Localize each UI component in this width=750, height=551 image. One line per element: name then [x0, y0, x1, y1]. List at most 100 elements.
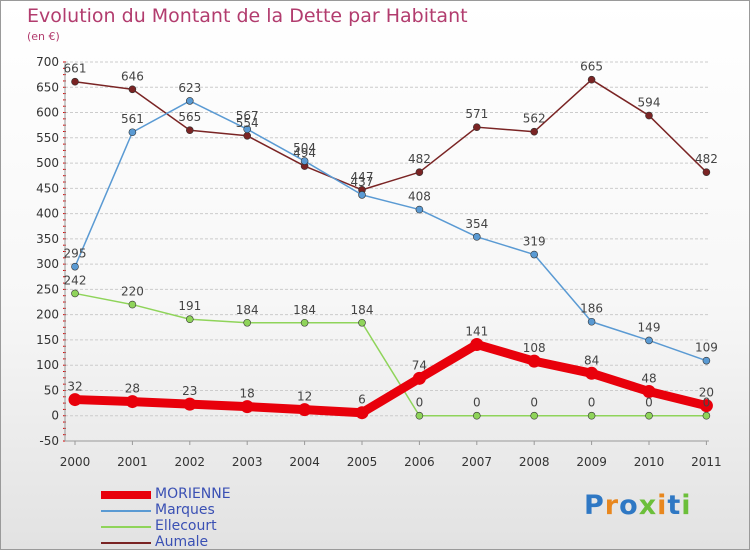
- data-point-marques: [472, 233, 481, 241]
- logo-letter: P: [584, 490, 605, 521]
- data-label-ellecourt: 0: [473, 396, 481, 410]
- data-label-aumale: 447: [351, 170, 374, 184]
- data-label-aumale: 482: [695, 152, 718, 166]
- data-label-ellecourt: 184: [351, 303, 374, 317]
- data-point-morienne: [470, 337, 484, 351]
- y-tick-label: 50: [44, 383, 59, 397]
- data-label-morienne: 32: [67, 380, 82, 394]
- logo-letter: i: [681, 490, 692, 521]
- y-tick-label: 200: [36, 308, 59, 322]
- data-point-marques: [300, 157, 309, 165]
- data-label-aumale: 665: [580, 60, 603, 74]
- data-point-marques: [358, 191, 366, 199]
- data-label-aumale: 565: [178, 110, 201, 124]
- series-line-marques: [74, 100, 708, 362]
- data-point-morienne: [68, 393, 82, 407]
- y-tick-label: 250: [36, 282, 59, 296]
- logo-letter: o: [619, 490, 639, 521]
- data-label-marques: 319: [523, 235, 546, 249]
- data-label-marques: 437: [351, 175, 374, 189]
- data-label-morienne: 23: [182, 384, 197, 398]
- data-label-ellecourt: 242: [64, 273, 87, 287]
- legend-swatch: [101, 491, 151, 499]
- data-point-aumale: [472, 123, 481, 131]
- series-line-aumale: [74, 78, 708, 191]
- y-tick-label: 0: [51, 409, 59, 423]
- legend-label: Ellecourt: [155, 518, 217, 534]
- data-point-ellecourt: [128, 300, 137, 309]
- data-label-morienne: 141: [465, 324, 488, 338]
- data-label-ellecourt: 184: [236, 303, 259, 317]
- data-label-marques: 408: [408, 190, 431, 204]
- data-point-aumale: [186, 126, 194, 135]
- data-label-aumale: 646: [121, 69, 144, 83]
- data-point-marques: [587, 317, 596, 326]
- data-label-marques: 186: [580, 302, 603, 316]
- data-label-ellecourt: 0: [703, 396, 711, 410]
- data-label-morienne: 12: [297, 390, 312, 404]
- data-label-ellecourt: 0: [588, 396, 596, 410]
- data-label-aumale: 594: [638, 96, 661, 110]
- proxiti-logo: Proxiti: [584, 490, 692, 521]
- data-label-marques: 623: [178, 81, 201, 95]
- x-tick-label: 2007: [462, 455, 493, 469]
- y-tick-label: -50: [39, 434, 59, 448]
- y-tick-label: 600: [36, 106, 59, 120]
- data-point-ellecourt: [587, 411, 596, 420]
- data-label-morienne: 74: [412, 358, 427, 372]
- data-point-marques: [530, 250, 539, 259]
- data-point-marques: [243, 125, 251, 134]
- data-label-aumale: 494: [293, 146, 316, 160]
- data-point-ellecourt: [472, 411, 481, 420]
- data-point-ellecourt: [186, 315, 194, 324]
- data-label-morienne: 18: [240, 387, 255, 401]
- data-point-morienne: [355, 406, 369, 420]
- data-point-ellecourt: [300, 318, 309, 327]
- y-tick-label: 400: [36, 207, 59, 221]
- data-point-aumale: [415, 168, 424, 176]
- data-label-ellecourt: 0: [645, 396, 653, 410]
- legend-label: MORIENNE: [155, 486, 231, 502]
- data-label-aumale: 661: [64, 62, 87, 76]
- data-point-morienne: [125, 395, 139, 409]
- data-label-marques: 149: [638, 320, 661, 334]
- chart-subtitle: (en €): [27, 30, 60, 43]
- data-point-marques: [702, 356, 711, 365]
- x-tick-label: 2004: [289, 455, 320, 469]
- legend-label: Aumale: [155, 534, 209, 550]
- data-label-ellecourt: 184: [293, 303, 316, 317]
- logo-letter: t: [667, 490, 682, 521]
- data-point-aumale: [645, 111, 653, 120]
- y-tick-label: 450: [36, 181, 59, 195]
- legend-label: Marques: [155, 502, 215, 518]
- logo-letter: x: [638, 490, 658, 521]
- data-label-aumale: 571: [465, 107, 488, 121]
- data-point-aumale: [587, 75, 596, 84]
- data-label-morienne: 108: [523, 341, 546, 355]
- x-tick-label: 2005: [347, 455, 378, 469]
- x-tick-label: 2001: [117, 455, 148, 469]
- x-tick-label: 2008: [519, 455, 550, 469]
- x-tick-label: 2003: [232, 455, 263, 469]
- data-label-ellecourt: 191: [178, 299, 201, 313]
- y-tick-label: 700: [36, 55, 59, 69]
- data-point-aumale: [243, 131, 251, 140]
- data-label-marques: 504: [293, 141, 316, 155]
- data-point-aumale: [71, 77, 79, 86]
- data-point-aumale: [128, 85, 137, 94]
- y-tick-label: 650: [36, 80, 59, 94]
- legend-swatch: [101, 526, 151, 528]
- data-point-ellecourt: [243, 318, 251, 327]
- data-point-ellecourt: [530, 411, 539, 420]
- logo-letter: i: [657, 490, 668, 521]
- y-tick-label: 550: [36, 131, 59, 145]
- data-point-morienne: [412, 371, 426, 385]
- data-point-morienne: [240, 400, 254, 414]
- data-point-morienne: [298, 403, 312, 417]
- legend-swatch: [101, 542, 151, 544]
- x-tick-label: 2010: [634, 455, 665, 469]
- data-point-morienne: [699, 399, 713, 413]
- data-point-aumale: [702, 168, 711, 176]
- x-tick-label: 2009: [576, 455, 607, 469]
